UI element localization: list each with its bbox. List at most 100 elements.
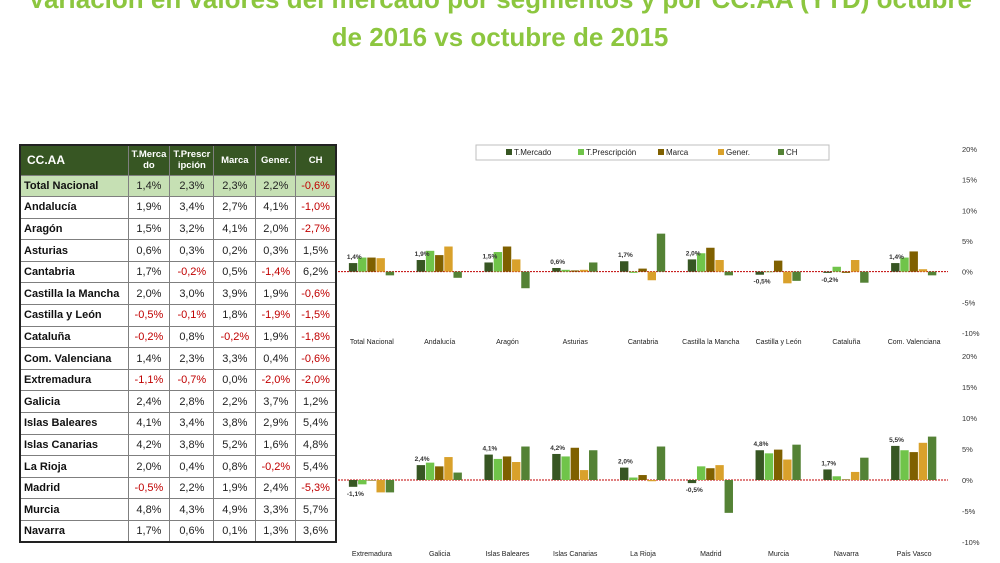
value-cell: 0,0% — [213, 368, 257, 392]
value-cell: 0,6% — [127, 239, 171, 262]
table-row: Cataluña -0,2% 0,8% -0,2% 1,9% -1,8% — [19, 325, 337, 349]
value-cell: -2,7% — [295, 217, 337, 241]
value-cell: 0,4% — [169, 455, 215, 478]
bar — [385, 480, 395, 493]
value-cell: -0,2% — [213, 325, 257, 349]
bar — [909, 251, 918, 272]
value-cell: 4,2% — [127, 433, 171, 457]
bar — [493, 458, 503, 480]
table-header-row: CC.AA T.Merca do T.Prescr ipción Marca G… — [19, 144, 337, 176]
value-cell: 4,1% — [255, 196, 297, 219]
data-label: 1,7% — [821, 460, 836, 467]
bar — [521, 446, 530, 480]
region-name-cell: Asturias — [19, 239, 129, 262]
bar — [484, 454, 493, 480]
value-cell: -0,5% — [127, 476, 171, 500]
bar — [579, 269, 589, 272]
category-label: Islas Canarias — [553, 551, 598, 558]
bar — [696, 253, 706, 272]
value-cell: 6,2% — [295, 260, 337, 284]
value-cell: 0,4% — [255, 347, 297, 370]
region-name-cell: Islas Canarias — [19, 433, 129, 457]
bar — [773, 260, 783, 272]
bar — [367, 480, 376, 481]
bar — [570, 270, 580, 272]
bar — [493, 252, 503, 272]
data-label: 1,5% — [482, 253, 497, 260]
region-name-cell: Navarra — [19, 520, 129, 543]
bar — [724, 271, 733, 276]
bar — [552, 267, 561, 272]
bar — [841, 271, 851, 273]
value-cell: 2,9% — [255, 412, 297, 435]
value-cell: 3,6% — [295, 520, 337, 543]
legend-box — [475, 144, 830, 161]
value-cell: 4,3% — [169, 498, 215, 521]
bar — [620, 261, 629, 272]
data-label: 1,4% — [889, 254, 904, 261]
value-cell: 2,2% — [255, 174, 297, 198]
value-cell: 1,7% — [127, 520, 171, 543]
y-tick-label: 5% — [962, 445, 973, 454]
header-marca: Marca — [213, 144, 257, 176]
table-row: Navarra 1,7% 0,6% 0,1% 1,3% 3,6% — [19, 520, 337, 543]
value-cell: 2,4% — [255, 476, 297, 500]
y-tick-label: -10% — [962, 538, 980, 547]
value-cell: 4,9% — [213, 498, 257, 521]
data-label: 4,2% — [550, 445, 565, 452]
value-cell: -0,5% — [127, 304, 171, 327]
bar — [832, 476, 841, 480]
y-tick-label: 15% — [962, 176, 977, 185]
table-row: Castilla la Mancha 2,0% 3,0% 3,9% 1,9% -0,6% — [19, 282, 337, 306]
value-cell: -0,1% — [169, 304, 215, 327]
region-name-cell: Cataluña — [19, 325, 129, 349]
bar — [629, 477, 638, 480]
category-label: La Rioja — [630, 551, 656, 558]
region-name-cell: Castilla la Mancha — [19, 282, 129, 306]
bar — [891, 445, 900, 480]
value-cell: -0,2% — [169, 260, 215, 284]
y-tick-label: 20% — [962, 352, 977, 361]
bar — [706, 247, 715, 272]
header-tprescripcion: T.Prescr ipción — [169, 144, 215, 176]
bar — [348, 263, 358, 272]
bar — [850, 260, 860, 272]
value-cell: 3,9% — [213, 282, 257, 306]
bar — [512, 462, 521, 480]
y-tick-label: 10% — [962, 206, 977, 215]
data-label: 0,6% — [550, 259, 565, 266]
bar — [376, 480, 385, 493]
value-cell: 4,8% — [127, 498, 171, 521]
table-row: Asturias 0,6% 0,3% 0,2% 0,3% 1,5% — [19, 239, 337, 262]
data-label: 2,0% — [618, 459, 633, 466]
category-label: Total Nacional — [350, 339, 394, 346]
bar — [521, 271, 530, 289]
y-tick-label: 0% — [962, 268, 973, 277]
y-tick-label: -5% — [962, 298, 976, 307]
bar — [552, 453, 561, 480]
bar — [696, 466, 706, 480]
bar — [724, 480, 733, 513]
value-cell: 0,6% — [169, 520, 215, 543]
bar — [444, 246, 453, 272]
category-label: Cataluña — [832, 339, 860, 346]
header-tmercado: T.Merca do — [127, 144, 171, 176]
value-cell: 1,4% — [127, 347, 171, 370]
header-ccaa: CC.AA — [19, 144, 129, 176]
bar — [416, 465, 426, 480]
table-row: Galicia 2,4% 2,8% 2,2% 3,7% 1,2% — [19, 390, 337, 414]
region-name-cell: Murcia — [19, 498, 129, 521]
legend-swatch — [778, 149, 784, 155]
bar — [435, 255, 444, 272]
region-name-cell: La Rioja — [19, 455, 129, 478]
data-label: -0,5% — [686, 487, 703, 494]
bar — [927, 271, 937, 276]
bar — [416, 260, 426, 272]
bar — [823, 271, 832, 273]
category-label: Islas Baleares — [485, 551, 529, 558]
value-cell: 2,2% — [213, 390, 257, 414]
bar — [909, 452, 918, 480]
category-label: Galicia — [429, 551, 451, 558]
category-label: Cantabria — [628, 339, 658, 346]
value-cell: 1,7% — [127, 260, 171, 284]
